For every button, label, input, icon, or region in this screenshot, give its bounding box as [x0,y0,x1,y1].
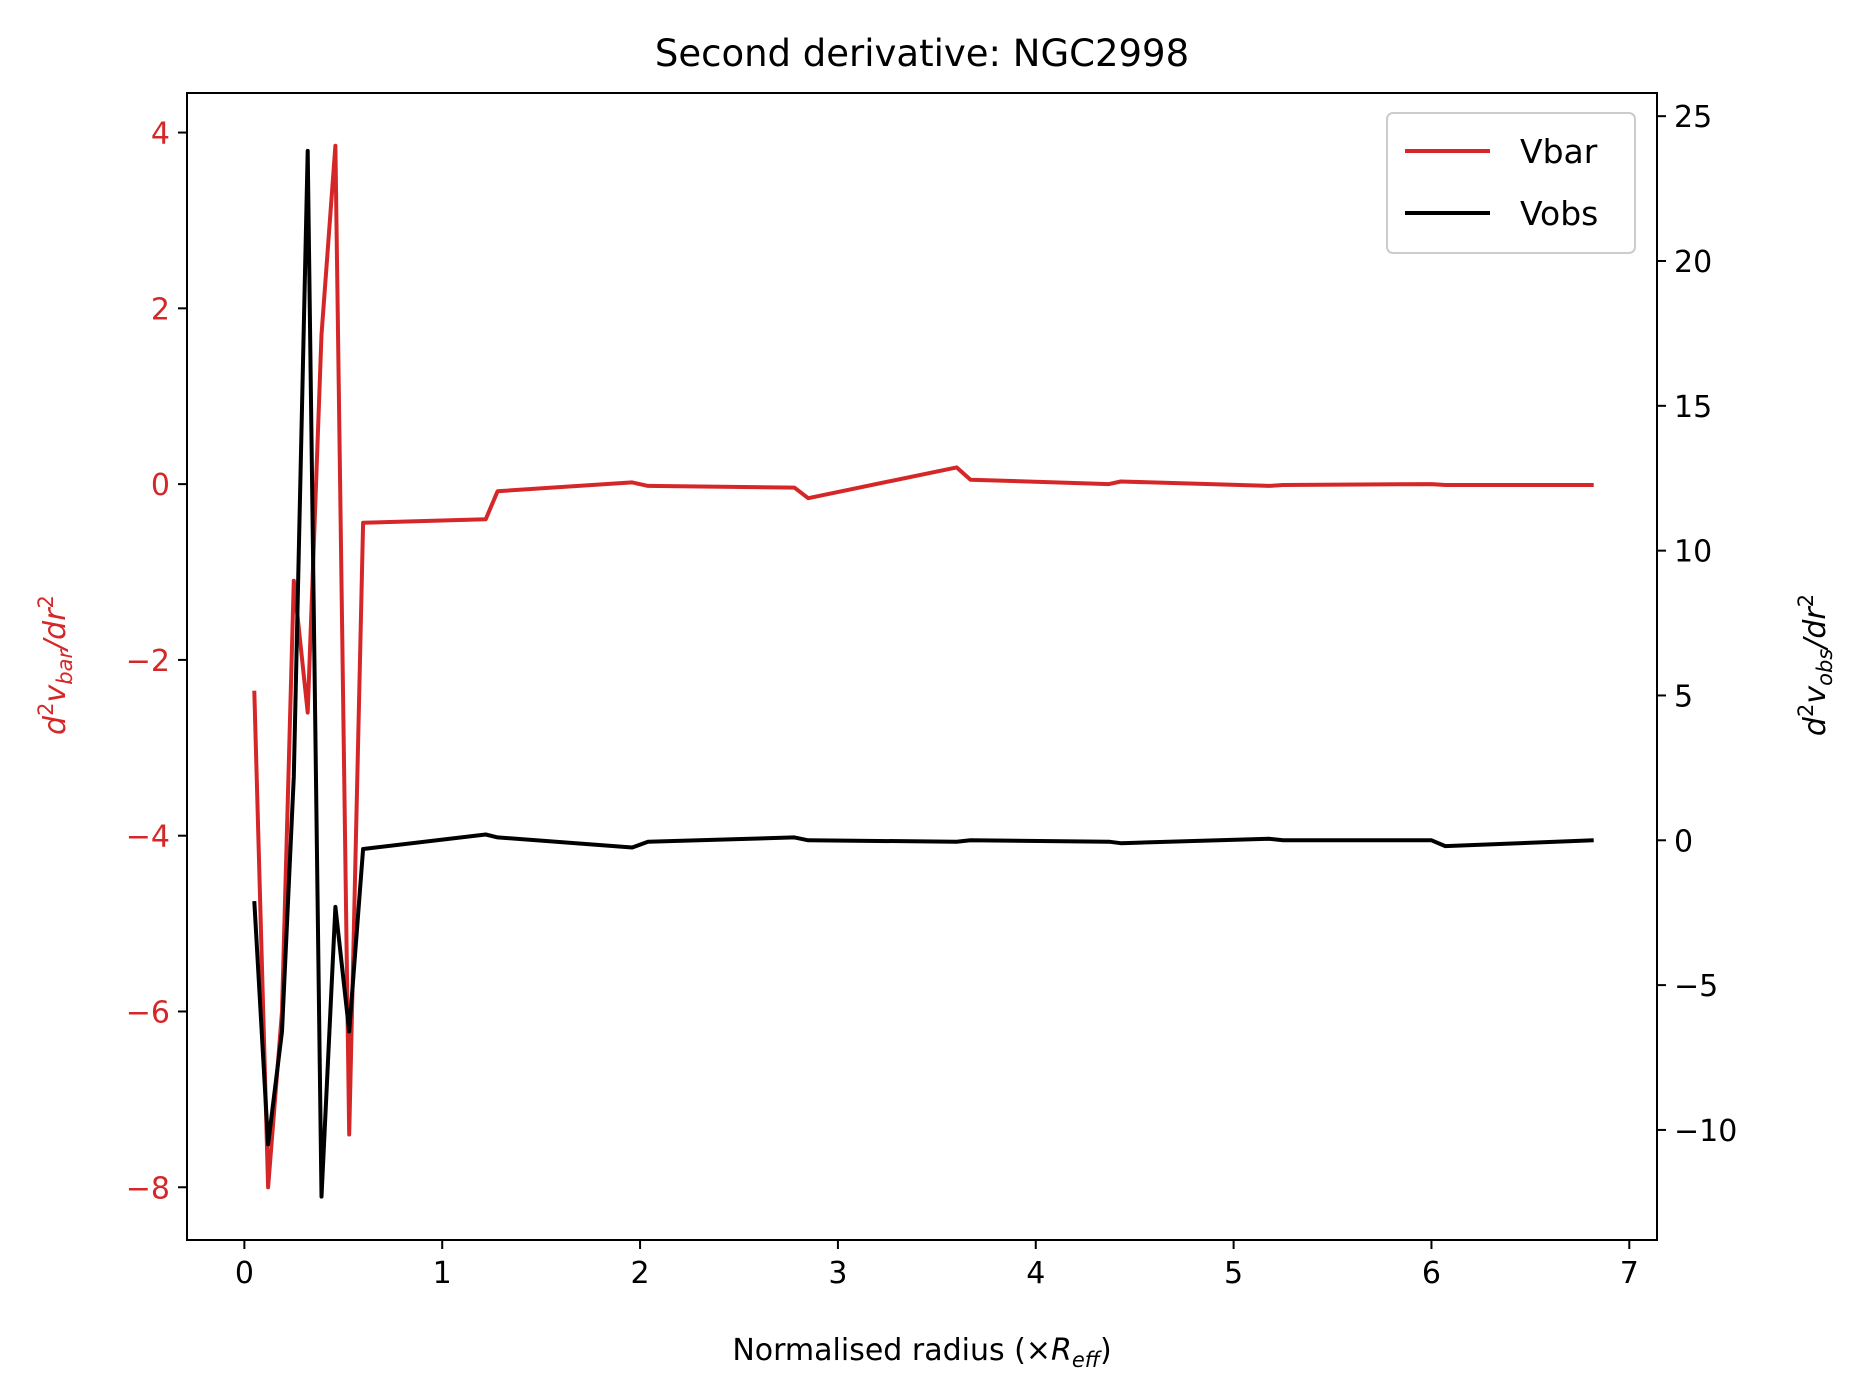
x-tick-label: 4 [1026,1256,1045,1291]
x-axis-title-close: ) [1100,1333,1112,1368]
left-y-tick-label: −6 [126,995,170,1030]
right-y-title-sup: 2 [1794,704,1818,717]
chart-title: Second derivative: NGC2998 [655,32,1189,75]
right-y-tick-label: 10 [1674,535,1712,570]
x-axis-title-sub: eff [1072,1348,1103,1372]
legend-box [1386,112,1636,254]
legend-label-vbar: Vbar [1520,132,1598,171]
x-tick-label: 6 [1422,1256,1441,1291]
left-y-title-sup2: 2 [34,595,58,608]
x-axis-title-var: R [1051,1333,1072,1368]
x-axis-title-main: Normalised radius (× [732,1333,1051,1368]
right-y-title-v: v [1798,685,1833,704]
left-y-title-sup: 2 [34,703,58,716]
legend-label-vobs: Vobs [1520,194,1598,233]
left-y-tick-label: 0 [151,468,170,503]
right-y-title-sub: obs [1813,649,1837,686]
right-y-title-post: /dr [1798,606,1833,652]
x-tick-label: 7 [1620,1256,1639,1291]
right-y-axis-title: d2vobs/dr2 [1794,594,1837,736]
plot-frame [186,92,1658,1241]
right-y-title-pre: d [1798,716,1833,736]
x-tick-label: 5 [1224,1256,1243,1291]
left-y-tick-label: 4 [151,117,170,152]
x-tick-label: 3 [828,1256,847,1291]
x-tick-label: 1 [433,1256,452,1291]
x-tick-label: 0 [235,1256,254,1291]
right-y-tick-label: 25 [1674,100,1712,135]
left-y-axis-title: d2vbar/dr2 [34,595,77,735]
series-line-vbar [252,143,1594,1190]
legend: Vbar Vobs [1386,112,1636,254]
right-y-tick-label: 5 [1674,679,1693,714]
x-axis-ticks: 0 1 2 3 4 5 6 7 [235,1240,1639,1291]
series-layer [252,143,1594,1199]
left-y-title-v: v [38,684,73,703]
right-y-tick-label: 15 [1674,390,1712,425]
right-y-tick-label: 0 [1674,824,1693,859]
right-y-tick-label: −5 [1674,969,1718,1004]
x-tick-label: 2 [631,1256,650,1291]
left-y-title-post: /dr [38,607,73,653]
right-y-tick-label: −10 [1674,1114,1737,1149]
left-y-tick-label: −2 [126,644,170,679]
series-line-vobs [252,148,1594,1199]
left-y-axis-ticks: −8 −6 −4 −2 0 2 4 [126,117,187,1206]
x-axis-title: Normalised radius (×Reff) [732,1333,1111,1372]
left-y-tick-label: 2 [151,292,170,327]
right-y-title-sup2: 2 [1794,594,1818,607]
left-y-title-pre: d [38,715,73,735]
left-y-title-sub: bar [53,649,77,685]
right-y-axis-ticks: −10 −5 0 5 10 15 20 25 [1657,100,1737,1149]
left-y-tick-label: −4 [126,820,170,855]
left-y-tick-label: −8 [126,1171,170,1206]
right-y-tick-label: 20 [1674,245,1712,280]
